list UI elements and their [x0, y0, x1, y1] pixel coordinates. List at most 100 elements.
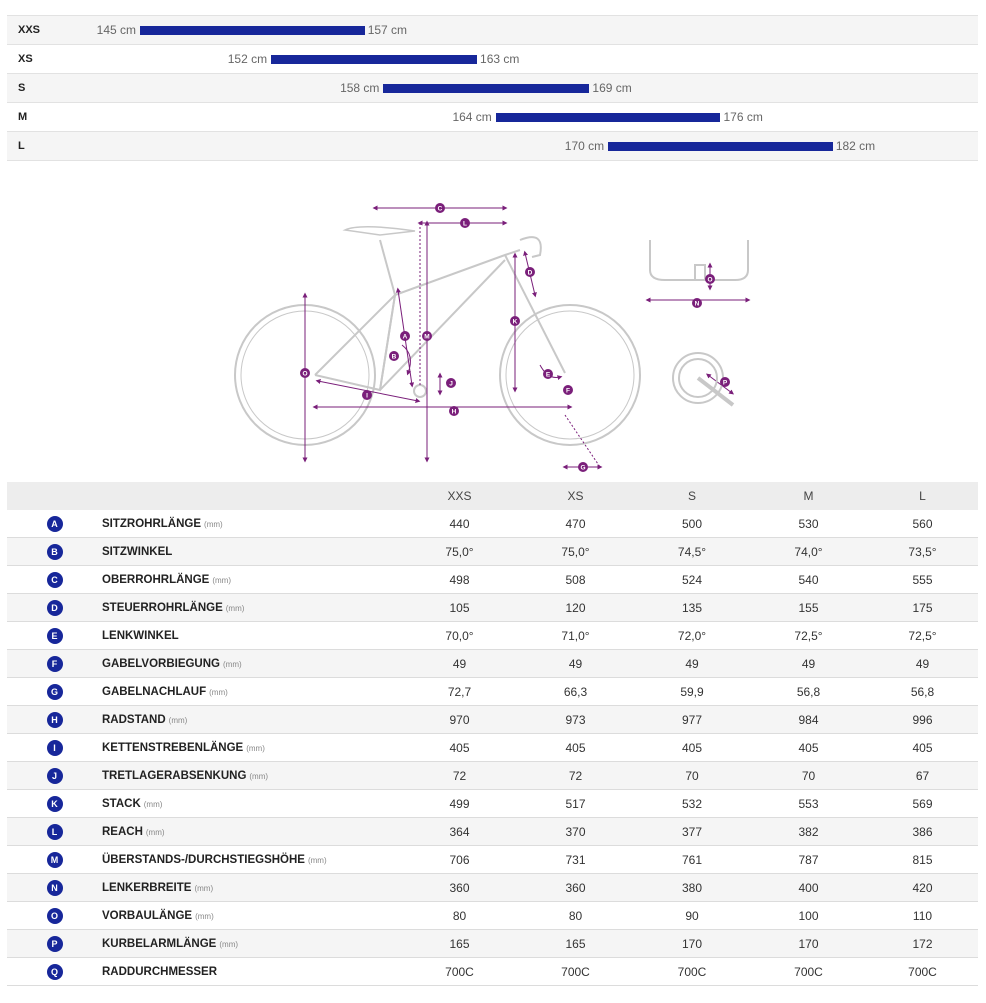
range-max-label: 176 cm — [723, 110, 763, 124]
value-cell: 80 — [517, 901, 634, 930]
size-label: L — [18, 140, 25, 152]
diagram-label-m: M — [422, 331, 432, 341]
row-name: RADDURCHMESSER — [102, 957, 402, 986]
measure-name: KURBELARMLÄNGE — [102, 937, 217, 950]
value-cell: 71,0° — [517, 621, 634, 650]
value-cell: 405 — [750, 733, 867, 762]
value-cell: 569 — [867, 789, 978, 818]
value-cell: 70,0° — [402, 621, 517, 650]
row-letter: L — [7, 817, 102, 846]
diagram-label-f: F — [563, 385, 573, 395]
diagram-label-b: B — [389, 351, 399, 361]
table-row: F GABELVORBIEGUNG (mm) 49 49 49 49 49 — [7, 649, 978, 678]
row-name: STEUERROHRLÄNGE (mm) — [102, 593, 402, 622]
letter-badge: D — [46, 599, 63, 616]
table-row: J TRETLAGERABSENKUNG (mm) 72 72 70 70 67 — [7, 761, 978, 790]
measure-unit: (mm) — [223, 659, 242, 669]
value-cell: 700C — [634, 957, 750, 986]
header-blank — [7, 482, 102, 510]
value-cell: 49 — [750, 649, 867, 678]
table-row: L REACH (mm) 364 370 377 382 386 — [7, 817, 978, 846]
diagram-label-g: G — [578, 462, 588, 472]
geometry-table: XXS XS S M L A SITZROHRLÄNGE (mm) 440 470 500… — [7, 482, 978, 986]
measure-name: SITZROHRLÄNGE — [102, 517, 202, 530]
svg-text:C: C — [438, 206, 443, 213]
header-size: M — [750, 482, 867, 510]
size-range-row: XXS 145 cm 157 cm — [7, 16, 978, 45]
value-cell: 553 — [750, 789, 867, 818]
value-cell: 973 — [517, 705, 634, 734]
value-cell: 499 — [402, 789, 517, 818]
diagram-label-c: C — [435, 203, 445, 213]
row-letter: J — [7, 761, 102, 790]
value-cell: 560 — [867, 510, 978, 538]
value-cell: 370 — [517, 817, 634, 846]
svg-text:J: J — [449, 381, 453, 388]
value-cell: 400 — [750, 873, 867, 902]
size-range-row: L 170 cm 182 cm — [7, 132, 978, 161]
table-row: M ÜBERSTANDS-/DURCHSTIEGSHÖHE (mm) 706 731 76… — [7, 845, 978, 874]
value-cell: 105 — [402, 593, 517, 622]
svg-text:N: N — [695, 301, 700, 308]
diagram-label-p: P — [720, 377, 730, 387]
measure-unit: (mm) — [212, 575, 231, 585]
row-letter: A — [7, 510, 102, 538]
svg-text:F: F — [566, 388, 570, 395]
measure-name: RADDURCHMESSER — [102, 965, 218, 978]
value-cell: 70 — [634, 761, 750, 790]
value-cell: 110 — [867, 901, 978, 930]
value-cell: 524 — [634, 565, 750, 594]
measure-unit: (mm) — [143, 799, 163, 809]
diagram-label-l: L — [460, 218, 470, 228]
table-row: H RADSTAND (mm) 970 973 977 984 996 — [7, 705, 978, 734]
table-row: A SITZROHRLÄNGE (mm) 440 470 500 530 560 — [7, 510, 978, 538]
value-cell: 170 — [634, 929, 750, 958]
measure-unit: (mm) — [219, 939, 239, 949]
letter-badge: O — [46, 907, 63, 924]
measure-unit: (mm) — [195, 911, 214, 921]
range-bar — [383, 84, 590, 93]
diagram-label-n: N — [692, 298, 702, 308]
value-cell: 470 — [517, 510, 634, 538]
value-cell: 382 — [750, 817, 867, 846]
value-cell: 56,8 — [867, 677, 978, 706]
svg-text:D: D — [528, 270, 533, 277]
range-bar — [140, 26, 365, 35]
svg-text:P: P — [723, 380, 728, 387]
table-row: I KETTENSTREBENLÄNGE (mm) 405 405 405 405 405 — [7, 733, 978, 762]
size-range-chart: XXS 145 cm 157 cm XS 152 cm 163 cm S 158 cm 169 … — [7, 15, 978, 161]
range-min-label: 152 cm — [227, 52, 268, 66]
row-letter: E — [7, 621, 102, 650]
measure-unit: (mm) — [204, 519, 223, 529]
value-cell: 706 — [402, 845, 517, 874]
value-cell: 555 — [867, 565, 978, 594]
value-cell: 80 — [402, 901, 517, 930]
row-letter: C — [7, 565, 102, 594]
range-min-label: 145 cm — [96, 23, 136, 37]
header-size: L — [867, 482, 978, 510]
measure-name: STEUERROHRLÄNGE — [102, 601, 223, 614]
diagram-label-e: E — [543, 369, 553, 379]
size-label: XS — [18, 53, 33, 65]
handlebar-outline — [649, 240, 749, 281]
value-cell: 420 — [867, 873, 978, 902]
value-cell: 170 — [750, 929, 867, 958]
measure-name: REACH — [102, 825, 143, 838]
value-cell: 74,5° — [634, 537, 750, 566]
letter-badge: B — [46, 543, 63, 560]
table-header-row: XXS XS S M L — [7, 482, 978, 510]
value-cell: 175 — [867, 593, 978, 622]
value-cell: 700C — [750, 957, 867, 986]
value-cell: 73,5° — [867, 537, 978, 566]
value-cell: 155 — [750, 593, 867, 622]
diagram-label-d: D — [525, 267, 535, 277]
svg-text:A: A — [403, 334, 408, 341]
measure-unit: (mm) — [209, 687, 228, 697]
value-cell: 172 — [867, 929, 978, 958]
row-letter: D — [7, 593, 102, 622]
bike-outline — [234, 225, 641, 446]
value-cell: 405 — [402, 733, 517, 762]
value-cell: 90 — [634, 901, 750, 930]
value-cell: 67 — [867, 761, 978, 790]
range-bar — [271, 55, 478, 64]
